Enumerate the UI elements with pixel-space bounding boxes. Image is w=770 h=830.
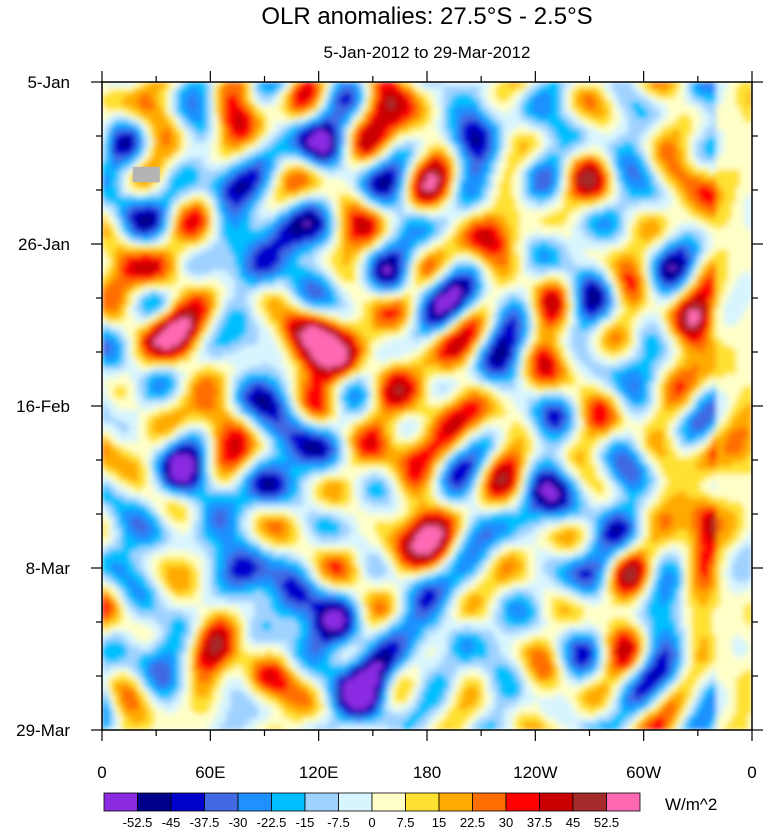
- missing-data-patch: [132, 166, 160, 183]
- x-tick-label: 180: [413, 763, 441, 782]
- x-tick-label: 0: [97, 763, 106, 782]
- colorbar-label: -30: [229, 815, 248, 830]
- colorbar-swatch: [405, 792, 440, 812]
- colorbar-label: 15: [432, 815, 446, 830]
- colorbar-swatch: [170, 792, 205, 812]
- colorbar-label: 37.5: [527, 815, 552, 830]
- colorbar-swatch: [539, 792, 574, 812]
- colorbar-label: 0: [368, 815, 375, 830]
- chart-subtitle: 5-Jan-2012 to 29-Mar-2012: [324, 43, 531, 62]
- x-axis: 0 60E 120E 180 120W 60W 0: [97, 71, 757, 782]
- chart-title: OLR anomalies: 27.5°S - 2.5°S: [261, 3, 592, 30]
- colorbar-swatch: [505, 792, 540, 812]
- colorbar-label: -15: [296, 815, 315, 830]
- missing-data-layer: [132, 166, 160, 183]
- x-tick-label: 60E: [195, 763, 225, 782]
- colorbar-label: 7.5: [396, 815, 414, 830]
- colorbar-label: -7.5: [327, 815, 349, 830]
- colorbar-swatch: [137, 792, 172, 812]
- colorbar-swatch: [371, 792, 406, 812]
- colorbar: -52.5 -45 -37.5 -30 -22.5 -15 -7.5 0 7.5 15 22.5 30…: [103, 792, 641, 830]
- heatmap-field: [102, 82, 752, 730]
- colorbar-swatch: [438, 792, 473, 812]
- x-tick-label: 120E: [299, 763, 339, 782]
- x-tick-label: 120W: [513, 763, 557, 782]
- y-axis: 5-Jan 26-Jan 16-Feb 8-Mar 29-Mar: [16, 73, 763, 740]
- y-tick-label: 16-Feb: [16, 397, 70, 416]
- colorbar-swatch: [338, 792, 373, 812]
- colorbar-swatch: [271, 792, 306, 812]
- y-tick-label: 29-Mar: [16, 721, 70, 740]
- colorbar-swatch: [572, 792, 607, 812]
- colorbar-unit: W/m^2: [665, 795, 717, 814]
- y-tick-label: 5-Jan: [27, 73, 70, 92]
- colorbar-label: 52.5: [594, 815, 619, 830]
- colorbar-swatch: [472, 792, 507, 812]
- y-tick-label: 8-Mar: [26, 559, 71, 578]
- x-tick-label: 0: [747, 763, 756, 782]
- colorbar-label: 22.5: [460, 815, 485, 830]
- x-tick-label: 60W: [626, 763, 661, 782]
- colorbar-swatch: [304, 792, 339, 812]
- heatmap-image: [102, 82, 752, 730]
- colorbar-swatch: [204, 792, 239, 812]
- colorbar-label: -45: [162, 815, 181, 830]
- colorbar-swatch: [237, 792, 272, 812]
- colorbar-swatch: [606, 792, 641, 812]
- colorbar-label: -37.5: [190, 815, 220, 830]
- colorbar-swatch: [103, 792, 138, 812]
- y-tick-label: 26-Jan: [18, 235, 70, 254]
- colorbar-label: 30: [499, 815, 513, 830]
- colorbar-label: -52.5: [123, 815, 153, 830]
- colorbar-label: 45: [566, 815, 580, 830]
- colorbar-label: -22.5: [257, 815, 287, 830]
